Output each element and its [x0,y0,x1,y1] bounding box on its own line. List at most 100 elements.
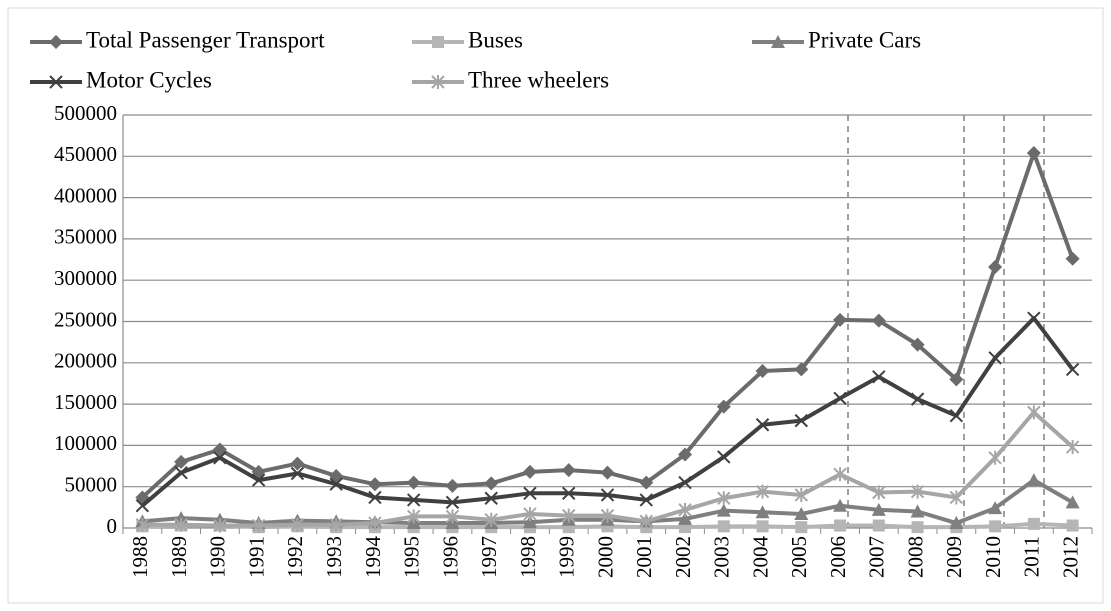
y-tick-label: 150000 [54,390,117,414]
marker [49,75,63,89]
y-tick-label: 200000 [54,349,117,373]
marker [872,485,886,500]
marker [406,475,421,490]
marker [290,466,305,481]
y-tick-label: 500000 [54,101,117,125]
marker [949,490,964,505]
marker [988,259,1003,274]
x-tick-label: 2012 [1058,536,1082,578]
marker [562,508,576,523]
legend-item: Total Passenger Transport [30,27,325,52]
marker [329,477,343,491]
marker [678,511,693,525]
x-tick-label: 2000 [593,536,617,578]
x-tick-label: 1992 [283,536,307,578]
x-tick-label: 1995 [400,536,424,578]
legend-label: Three wheelers [468,67,609,92]
marker [1026,473,1041,487]
x-tick-label: 1997 [477,536,501,578]
x-tick-label: 1990 [206,536,230,578]
marker [1065,495,1080,509]
y-tick-label: 50000 [65,473,118,497]
x-tick-label: 1996 [438,536,462,578]
marker [445,495,460,510]
y-tick-label: 450000 [54,142,117,166]
y-tick-label: 350000 [54,225,117,249]
legend-item: Three wheelers [412,67,609,92]
marker [794,362,809,377]
y-tick-label: 250000 [54,307,117,331]
marker [834,519,847,532]
marker [522,464,537,479]
marker [794,506,809,520]
series [135,145,1080,505]
marker [678,447,693,462]
x-tick-label: 2001 [632,536,656,578]
marker [794,487,809,502]
marker [833,391,847,406]
marker [716,503,731,517]
marker [1066,519,1079,532]
y-tick-label: 300000 [54,266,117,290]
marker [755,364,770,379]
marker [988,501,1003,515]
marker [871,313,886,328]
x-tick-label: 2010 [981,536,1005,578]
marker [910,504,925,518]
marker [135,517,150,532]
marker [368,516,382,531]
marker [794,413,809,428]
marker [49,35,63,49]
marker [432,36,444,48]
x-tick-label: 1993 [322,536,346,578]
marker [989,520,1002,533]
marker [639,514,653,529]
y-tick-label: 400000 [54,183,117,207]
marker [445,478,460,493]
marker [1027,517,1040,530]
marker [910,484,925,499]
x-tick-label: 2011 [1020,536,1044,577]
marker [484,476,499,491]
marker [949,372,964,387]
series [135,311,1080,513]
marker [251,518,266,533]
legend-item: Motor Cycles [30,67,212,92]
marker [1027,405,1041,420]
marker [639,493,653,507]
marker [833,312,848,327]
x-tick-label: 1989 [167,536,191,578]
chart-border [7,7,1104,604]
marker [871,502,886,516]
marker [911,521,924,534]
marker [795,521,808,534]
marker [174,454,189,469]
marker [445,509,460,524]
marker [910,337,925,352]
marker [368,490,382,505]
x-tick-label: 1991 [244,536,268,578]
marker [1065,362,1080,377]
marker [1026,145,1041,160]
marker [213,518,227,533]
marker [639,475,654,490]
legend-label: Total Passenger Transport [86,27,325,52]
x-tick-label: 2004 [748,536,772,579]
x-tick-label: 1998 [516,536,540,578]
marker [367,477,382,492]
x-tick-label: 2009 [942,536,966,578]
legend-item: Private Cars [752,27,921,52]
marker [484,512,498,527]
marker [251,473,266,487]
marker [406,493,421,507]
marker [431,75,445,89]
marker [756,520,769,533]
y-tick-label: 0 [107,514,118,538]
x-tick-label: 1994 [361,536,385,579]
marker [716,399,731,414]
marker [949,516,964,530]
legend-label: Buses [468,27,523,52]
marker [1027,311,1041,325]
marker [174,517,188,532]
